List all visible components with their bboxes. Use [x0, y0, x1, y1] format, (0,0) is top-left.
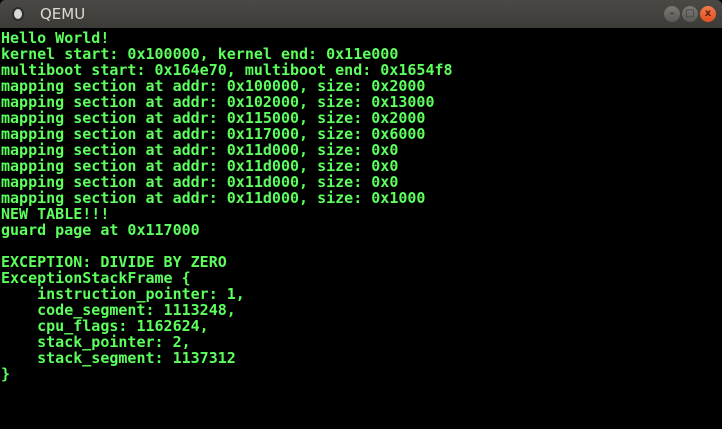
console-output: Hello World! kernel start: 0x100000, kern… — [1, 30, 453, 382]
console-line: code_segment: 1113248, — [1, 301, 236, 319]
app-icon — [14, 9, 22, 19]
vm-display[interactable] — [0, 28, 722, 429]
console-line: mapping section at addr: 0x115000, size:… — [1, 109, 426, 127]
console-line: cpu_flags: 1162624, — [1, 317, 209, 335]
console-line: mapping section at addr: 0x117000, size:… — [1, 125, 426, 143]
console-line: EXCEPTION: DIVIDE BY ZERO — [1, 253, 227, 271]
console-line: instruction_pointer: 1, — [1, 285, 245, 303]
console-line: } — [1, 365, 11, 383]
console-line: stack_segment: 1137312 — [1, 349, 236, 367]
console-line: mapping section at addr: 0x11d000, size:… — [1, 141, 399, 159]
console-line: mapping section at addr: 0x102000, size:… — [1, 93, 435, 111]
title-bar[interactable]: QEMU – □ x — [0, 0, 722, 28]
console-line: kernel start: 0x100000, kernel end: 0x11… — [1, 45, 399, 63]
console-line: ExceptionStackFrame { — [1, 269, 191, 287]
window-title: QEMU — [40, 5, 86, 23]
minimize-button[interactable]: – — [664, 6, 680, 22]
close-button[interactable]: x — [700, 6, 716, 22]
console-line: mapping section at addr: 0x11d000, size:… — [1, 157, 399, 175]
console-line — [1, 238, 453, 254]
console-line: mapping section at addr: 0x11d000, size:… — [1, 173, 399, 191]
console-line: guard page at 0x117000 — [1, 221, 200, 239]
maximize-button[interactable]: □ — [682, 6, 698, 22]
console-line: Hello World! — [1, 29, 110, 47]
console-line: mapping section at addr: 0x100000, size:… — [1, 77, 426, 95]
console-line: stack_pointer: 2, — [1, 333, 191, 351]
console-line: NEW TABLE!!! — [1, 205, 110, 223]
console-line: mapping section at addr: 0x11d000, size:… — [1, 189, 426, 207]
console-line: multiboot start: 0x164e70, multiboot end… — [1, 61, 453, 79]
